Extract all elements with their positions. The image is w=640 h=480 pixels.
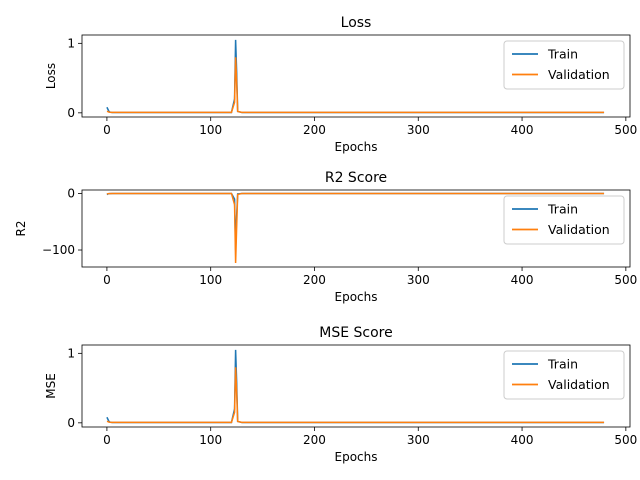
subplot-1: Loss 0 100 200 300 400 500 0 1 Epochs Loss Train Val… [44, 15, 637, 154]
legend-label-validation: Validation [548, 222, 610, 237]
legend-label-train: Train [547, 357, 578, 372]
legend-label-validation: Validation [548, 67, 610, 82]
axes-frame [81, 34, 631, 118]
legend-label-validation: Validation [548, 377, 610, 392]
x-tick-label: 400 [511, 123, 534, 137]
y-axis-label: R2 [14, 221, 28, 237]
x-tick-label: 400 [511, 273, 534, 287]
y-tick-label: −100 [42, 243, 75, 257]
x-tick-label: 200 [303, 433, 326, 447]
legend-label-train: Train [547, 202, 578, 217]
x-tick-label: 300 [407, 123, 430, 137]
y-axis-label: MSE [44, 373, 58, 399]
x-tick-label: 200 [303, 123, 326, 137]
x-tick-label: 500 [614, 273, 637, 287]
x-tick-label: 0 [103, 433, 111, 447]
y-tick-label: 0 [67, 186, 75, 200]
axes-frame [81, 344, 631, 428]
series-line-validation [106, 57, 605, 114]
x-tick-label: 100 [199, 433, 222, 447]
subplot-title: R2 Score [325, 170, 387, 186]
axes-frame [81, 189, 631, 268]
y-tick-label: 1 [67, 36, 75, 50]
series-line-validation [106, 192, 605, 264]
legend-box [503, 195, 625, 245]
legend-label-train: Train [547, 47, 578, 62]
x-axis-label: Epochs [335, 140, 378, 154]
y-tick-label: 1 [67, 346, 75, 360]
x-tick-label: 300 [407, 273, 430, 287]
series-line-validation [106, 367, 605, 424]
legend: Train Validation [503, 195, 625, 245]
legend: Train Validation [503, 350, 625, 400]
subplot-3: MSE Score 0 100 200 300 400 500 0 1 Epochs MSE Trai… [44, 325, 637, 464]
x-tick-label: 100 [199, 273, 222, 287]
x-tick-label: 500 [614, 433, 637, 447]
legend-box [503, 350, 625, 400]
x-tick-label: 500 [614, 123, 637, 137]
subplot-2: R2 Score 0 100 200 300 400 500 0 −100 Epochs R2 Tra… [14, 170, 637, 304]
x-axis-label: Epochs [335, 290, 378, 304]
x-tick-label: 100 [199, 123, 222, 137]
y-tick-label: 0 [67, 106, 75, 120]
subplot-title: MSE Score [319, 325, 392, 341]
x-tick-label: 300 [407, 433, 430, 447]
legend: Train Validation [503, 40, 625, 90]
y-tick-label: 0 [67, 416, 75, 430]
x-tick-label: 200 [303, 273, 326, 287]
x-axis-label: Epochs [335, 450, 378, 464]
y-axis-label: Loss [44, 63, 58, 89]
x-tick-label: 0 [103, 273, 111, 287]
legend-box [503, 40, 625, 90]
x-tick-label: 400 [511, 433, 534, 447]
x-tick-label: 0 [103, 123, 111, 137]
subplot-title: Loss [341, 15, 372, 31]
